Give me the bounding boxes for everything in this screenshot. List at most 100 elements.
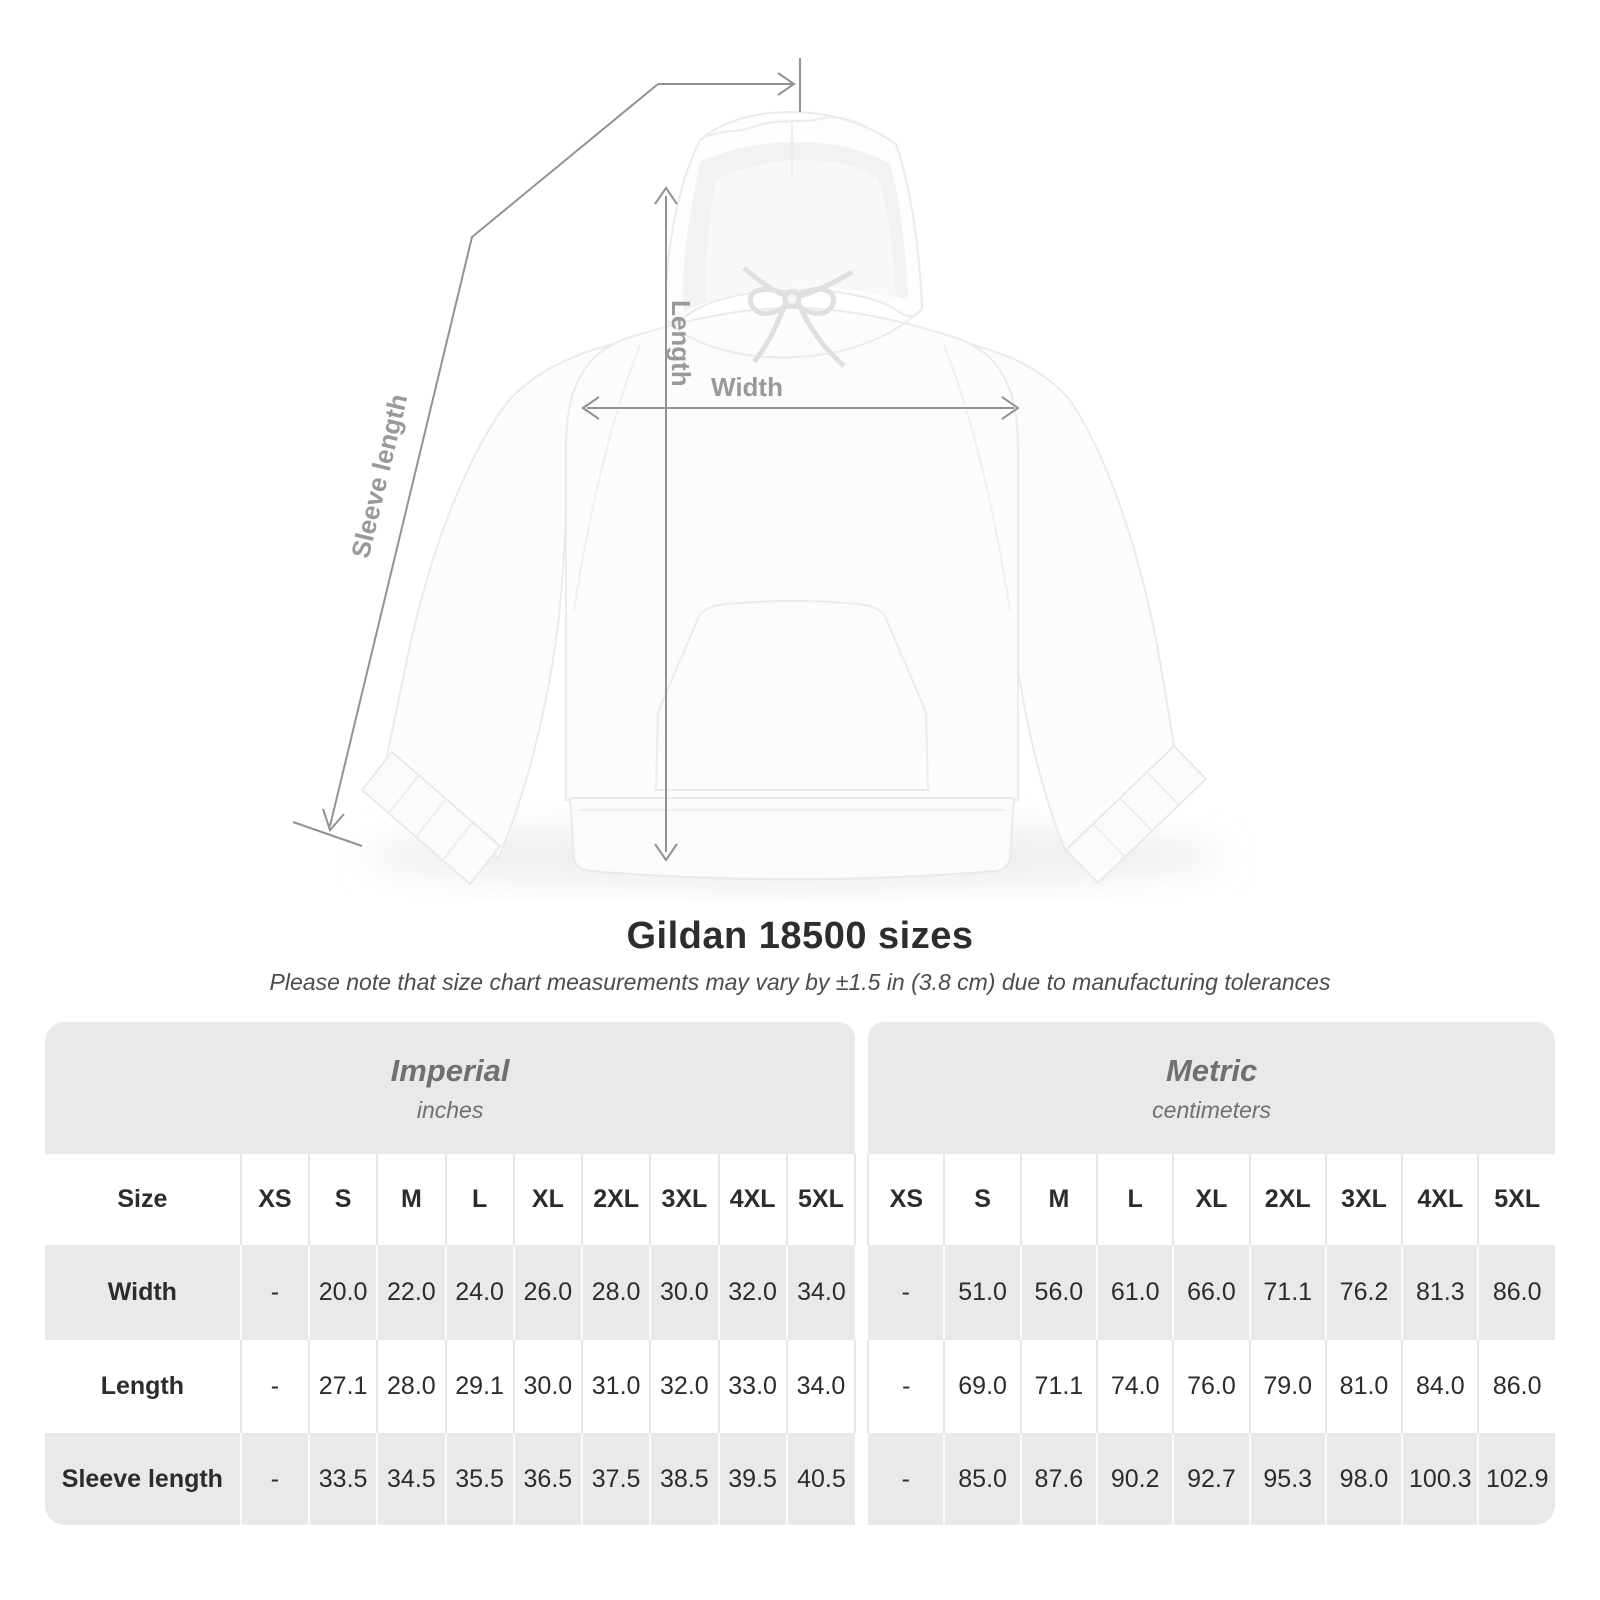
table-cell: 71.1: [1248, 1245, 1326, 1340]
table-cell: 29.1: [444, 1340, 514, 1433]
table-cell: 87.6: [1019, 1433, 1098, 1525]
table-cell: 76.0: [1172, 1340, 1250, 1433]
size-header-imperial-3xl: 3XL: [649, 1154, 719, 1245]
group-divider: [854, 1154, 869, 1245]
table-cell: 86.0: [1477, 1340, 1555, 1433]
group-divider: [855, 1245, 869, 1340]
table-cell: 51.0: [943, 1245, 1021, 1340]
table-cell: 81.3: [1401, 1245, 1479, 1340]
table-cell: 76.2: [1324, 1245, 1403, 1340]
table-cell: 81.0: [1324, 1340, 1403, 1433]
table-cell: 27.1: [307, 1340, 378, 1433]
size-header-metric-xs: XS: [867, 1154, 945, 1245]
table-cell: 79.0: [1248, 1340, 1326, 1433]
table-cell: 22.0: [376, 1245, 446, 1340]
table-cell: 33.5: [307, 1433, 378, 1525]
table-cell: 28.0: [580, 1245, 651, 1340]
table-cell: 85.0: [943, 1433, 1021, 1525]
sleeve-length-arrow: [292, 58, 801, 847]
hood-gather-seam: [699, 116, 897, 145]
hood-back-panel: [705, 160, 896, 304]
size-header-metric-4xl: 4XL: [1401, 1154, 1479, 1245]
table-cell: 30.0: [649, 1245, 719, 1340]
hoodie-figure: Length Width Sleeve length: [292, 58, 1225, 890]
group-divider: [855, 1433, 869, 1525]
table-row-sleeve-length: Sleeve length - 33.5 34.5 35.5 36.5 37.5…: [45, 1433, 1555, 1525]
size-header-imperial-5xl: 5XL: [785, 1154, 856, 1245]
table-row-length: Length - 27.1 28.0 29.1 30.0 31.0 32.0 3…: [45, 1340, 1555, 1433]
table-cell: 34.0: [785, 1245, 856, 1340]
table-cell: 26.0: [512, 1245, 582, 1340]
size-chart: Imperial inches Metric centimeters Size …: [45, 1022, 1555, 1525]
table-cell: 38.5: [649, 1433, 719, 1525]
row-label: Width: [45, 1245, 241, 1340]
table-cell: 37.5: [580, 1433, 651, 1525]
right-cuff: [1064, 744, 1208, 885]
table-cell: 40.5: [785, 1433, 856, 1525]
table-cell: -: [239, 1245, 309, 1340]
kangaroo-pocket: [654, 600, 930, 791]
table-cell: 92.7: [1172, 1433, 1250, 1525]
table-cell: 32.0: [649, 1340, 719, 1433]
table-cell: 84.0: [1401, 1340, 1479, 1433]
table-cell: -: [868, 1433, 945, 1525]
size-header-metric-3xl: 3XL: [1324, 1154, 1403, 1245]
group-divider: [854, 1340, 869, 1433]
table-cell: 34.5: [376, 1433, 446, 1525]
table-cell: 98.0: [1324, 1433, 1403, 1525]
size-header-metric-m: M: [1019, 1154, 1098, 1245]
size-header-metric-s: S: [943, 1154, 1021, 1245]
imperial-group-unit: inches: [416, 1096, 484, 1123]
hem-band: [568, 797, 1016, 881]
group-divider: [855, 1022, 869, 1154]
table-row-width: Width - 20.0 22.0 24.0 26.0 28.0 30.0 32…: [45, 1245, 1555, 1340]
hood: [664, 110, 924, 359]
size-header-metric-5xl: 5XL: [1477, 1154, 1555, 1245]
table-cell: -: [867, 1340, 945, 1433]
size-header-metric-2xl: 2XL: [1248, 1154, 1326, 1245]
length-label: Length: [666, 300, 696, 387]
table-cell: 61.0: [1096, 1245, 1174, 1340]
table-cell: 31.0: [580, 1340, 651, 1433]
neckline-seam: [667, 309, 921, 359]
table-cell: 56.0: [1019, 1245, 1098, 1340]
page-title: Gildan 18500 sizes: [626, 915, 974, 957]
size-header-metric-l: L: [1096, 1154, 1174, 1245]
sleeve-length-label: Sleeve length: [345, 391, 413, 561]
table-cell: 28.0: [376, 1340, 446, 1433]
table-cell: 102.9: [1477, 1433, 1555, 1525]
left-cuff: [360, 750, 502, 886]
size-header-imperial-xs: XS: [239, 1154, 309, 1245]
width-arrow: [581, 396, 1020, 420]
row-label: Sleeve length: [45, 1433, 241, 1525]
length-arrow: [654, 186, 678, 862]
left-seam-crease: [573, 344, 641, 611]
table-cell: 100.3: [1401, 1433, 1479, 1525]
size-header-imperial-l: L: [444, 1154, 514, 1245]
table-cell: -: [868, 1245, 945, 1340]
metric-group-unit: centimeters: [1152, 1096, 1272, 1123]
page-subtitle: Please note that size chart measurements…: [269, 969, 1331, 995]
size-header-imperial-2xl: 2XL: [580, 1154, 651, 1245]
table-cell: 20.0: [307, 1245, 378, 1340]
size-header-imperial-s: S: [307, 1154, 378, 1245]
size-header-metric-xl: XL: [1172, 1154, 1250, 1245]
table-cell: -: [239, 1433, 309, 1525]
left-sleeve: [384, 338, 634, 860]
size-column-header: Size: [45, 1154, 241, 1245]
table-cell: 35.5: [444, 1433, 514, 1525]
table-cell: 36.5: [512, 1433, 582, 1525]
table-cell: -: [239, 1340, 309, 1433]
table-cell: 39.5: [717, 1433, 787, 1525]
table-cell: 71.1: [1019, 1340, 1098, 1433]
table-cell: 95.3: [1248, 1433, 1326, 1525]
right-seam-crease: [943, 344, 1011, 611]
width-label: Width: [711, 372, 783, 402]
metric-group-header: Metric centimeters: [868, 1022, 1555, 1154]
drawstring-bow: [742, 266, 854, 368]
table-cell: 86.0: [1477, 1245, 1555, 1340]
table-cell: 24.0: [444, 1245, 514, 1340]
table-cell: 90.2: [1096, 1433, 1174, 1525]
size-chart-table: Imperial inches Metric centimeters Size …: [45, 1022, 1555, 1525]
imperial-group-header: Imperial inches: [45, 1022, 856, 1154]
